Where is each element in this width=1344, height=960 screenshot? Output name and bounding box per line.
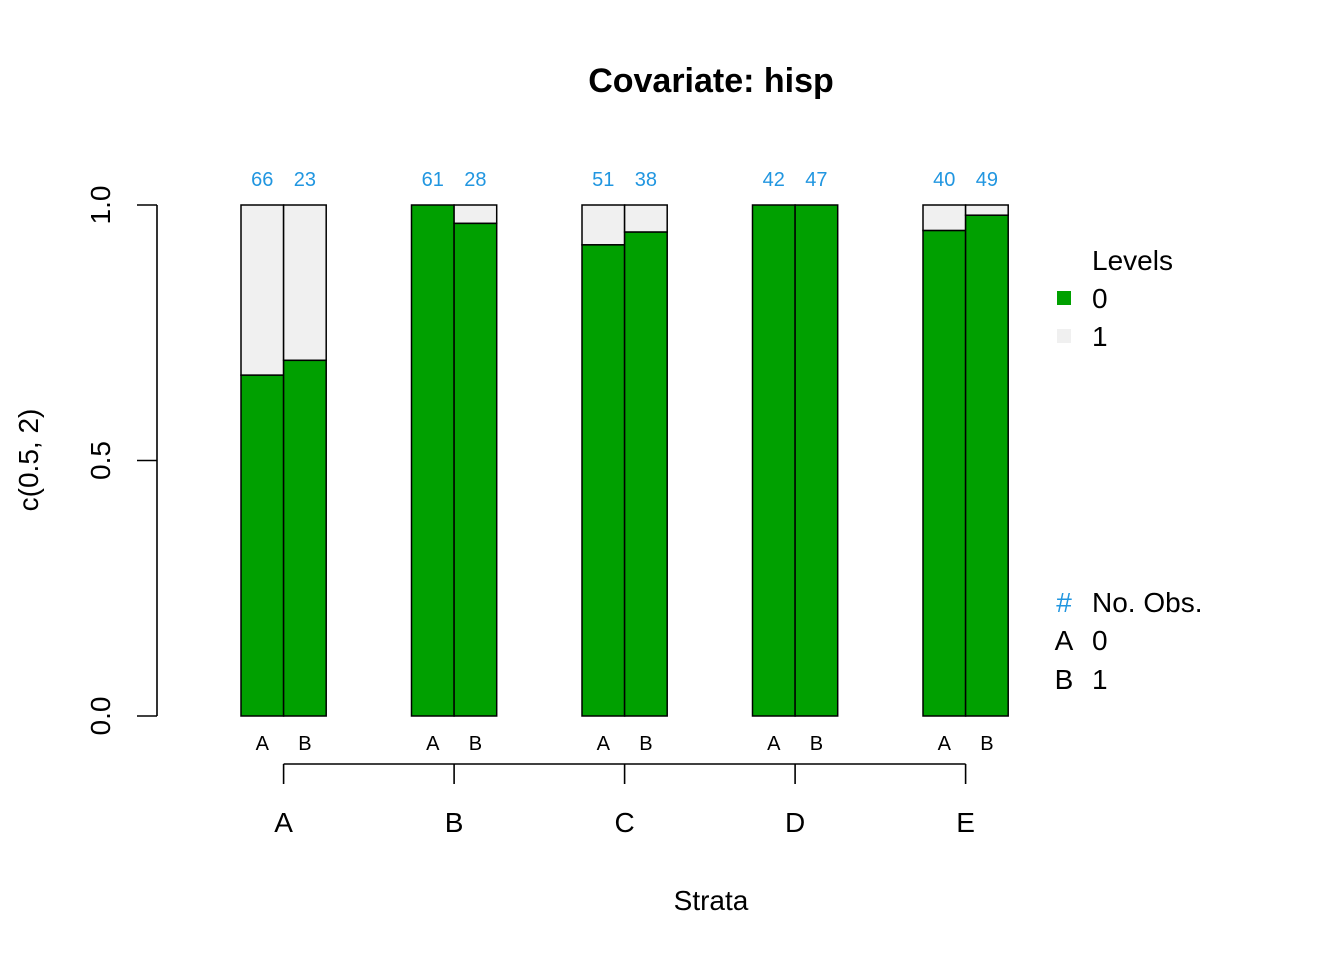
bar-level-1 bbox=[453, 204, 498, 225]
bar-level-0 bbox=[453, 222, 498, 717]
bar-level-0 bbox=[751, 204, 796, 717]
x-axis-label: Strata bbox=[674, 885, 749, 916]
count-label: 47 bbox=[805, 169, 827, 191]
legend-level-label: 1 bbox=[1092, 321, 1108, 352]
bar-level-0 bbox=[922, 229, 967, 717]
y-tick-label: 1.0 bbox=[85, 186, 116, 225]
y-axis: 0.0 0.5 1.0 bbox=[85, 186, 158, 736]
bar-level-1 bbox=[964, 204, 1009, 216]
legend-obs-label: 1 bbox=[1092, 664, 1108, 695]
bar-level-0 bbox=[581, 244, 626, 717]
x-tick-label: A bbox=[274, 807, 293, 838]
y-tick-label: 0.5 bbox=[85, 441, 116, 480]
count-label: 61 bbox=[422, 169, 444, 191]
legend-obs-title: No. Obs. bbox=[1092, 587, 1202, 618]
legend-level-label: 0 bbox=[1092, 283, 1108, 314]
subgroup-label: A bbox=[256, 733, 270, 755]
subgroup-label: A bbox=[767, 733, 781, 755]
legend-obs-label: 0 bbox=[1092, 625, 1108, 656]
subgroup-label: B bbox=[469, 733, 482, 755]
bar-level-1 bbox=[581, 204, 626, 246]
legend-obs-symbol: # bbox=[1056, 587, 1072, 618]
bar-level-0 bbox=[240, 374, 285, 717]
count-label: 49 bbox=[976, 169, 998, 191]
subgroup-label: A bbox=[597, 733, 611, 755]
count-label: 66 bbox=[251, 169, 273, 191]
count-label: 40 bbox=[933, 169, 955, 191]
legend-swatch bbox=[1057, 291, 1071, 305]
count-label: 23 bbox=[294, 169, 316, 191]
y-tick-label: 0.0 bbox=[85, 697, 116, 736]
bar-level-0 bbox=[964, 214, 1009, 717]
legend: Levels 01 # No. Obs. A 0B 1 bbox=[1055, 245, 1203, 695]
y-axis-label: c(0.5, 2) bbox=[13, 409, 44, 512]
subgroup-label: A bbox=[426, 733, 440, 755]
subgroup-label: B bbox=[980, 733, 993, 755]
bar-level-0 bbox=[410, 204, 455, 717]
subgroup-label: B bbox=[298, 733, 311, 755]
x-tick-label: C bbox=[614, 807, 634, 838]
bar-level-1 bbox=[922, 204, 967, 232]
bar-level-0 bbox=[282, 359, 327, 717]
legend-obs-rows: A 0B 1 bbox=[1055, 625, 1108, 695]
bars: 66 A 23 B 61 A 28 B 51 A 38 B 42 A 47 B 40 A 49 B bbox=[240, 169, 1009, 755]
legend-swatch bbox=[1057, 329, 1071, 343]
legend-levels: 01 bbox=[1057, 283, 1108, 352]
x-tick-label: B bbox=[445, 807, 464, 838]
bar-level-1 bbox=[282, 204, 327, 362]
chart-title: Covariate: hisp bbox=[588, 62, 834, 100]
legend-obs-symbol: B bbox=[1055, 664, 1074, 695]
subgroup-label: B bbox=[810, 733, 823, 755]
count-label: 42 bbox=[763, 169, 785, 191]
subgroup-label: A bbox=[938, 733, 952, 755]
legend-obs-symbol: A bbox=[1055, 625, 1074, 656]
count-label: 28 bbox=[464, 169, 486, 191]
bar-level-0 bbox=[794, 204, 839, 717]
bar-level-0 bbox=[623, 231, 668, 717]
bar-level-1 bbox=[623, 204, 668, 233]
subgroup-label: B bbox=[639, 733, 652, 755]
x-axis: A B C D E bbox=[274, 763, 975, 838]
bar-level-1 bbox=[240, 204, 285, 376]
count-label: 38 bbox=[635, 169, 657, 191]
x-tick-label: E bbox=[956, 807, 975, 838]
x-tick-label: D bbox=[785, 807, 805, 838]
legend-levels-title: Levels bbox=[1092, 245, 1173, 276]
count-label: 51 bbox=[592, 169, 614, 191]
